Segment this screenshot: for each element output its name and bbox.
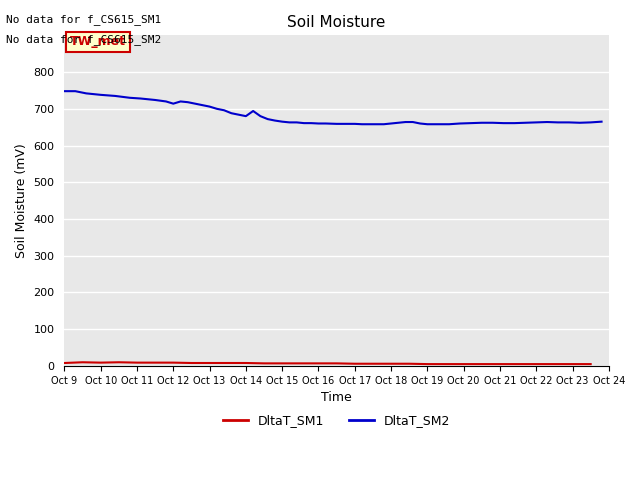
- Text: No data for f_CS615_SM2: No data for f_CS615_SM2: [6, 34, 162, 45]
- Legend: DltaT_SM1, DltaT_SM2: DltaT_SM1, DltaT_SM2: [218, 409, 456, 432]
- Text: TW_met: TW_met: [70, 35, 126, 48]
- X-axis label: Time: Time: [321, 391, 352, 404]
- Title: Soil Moisture: Soil Moisture: [287, 15, 386, 30]
- Text: No data for f_CS615_SM1: No data for f_CS615_SM1: [6, 14, 162, 25]
- Y-axis label: Soil Moisture (mV): Soil Moisture (mV): [15, 143, 28, 258]
